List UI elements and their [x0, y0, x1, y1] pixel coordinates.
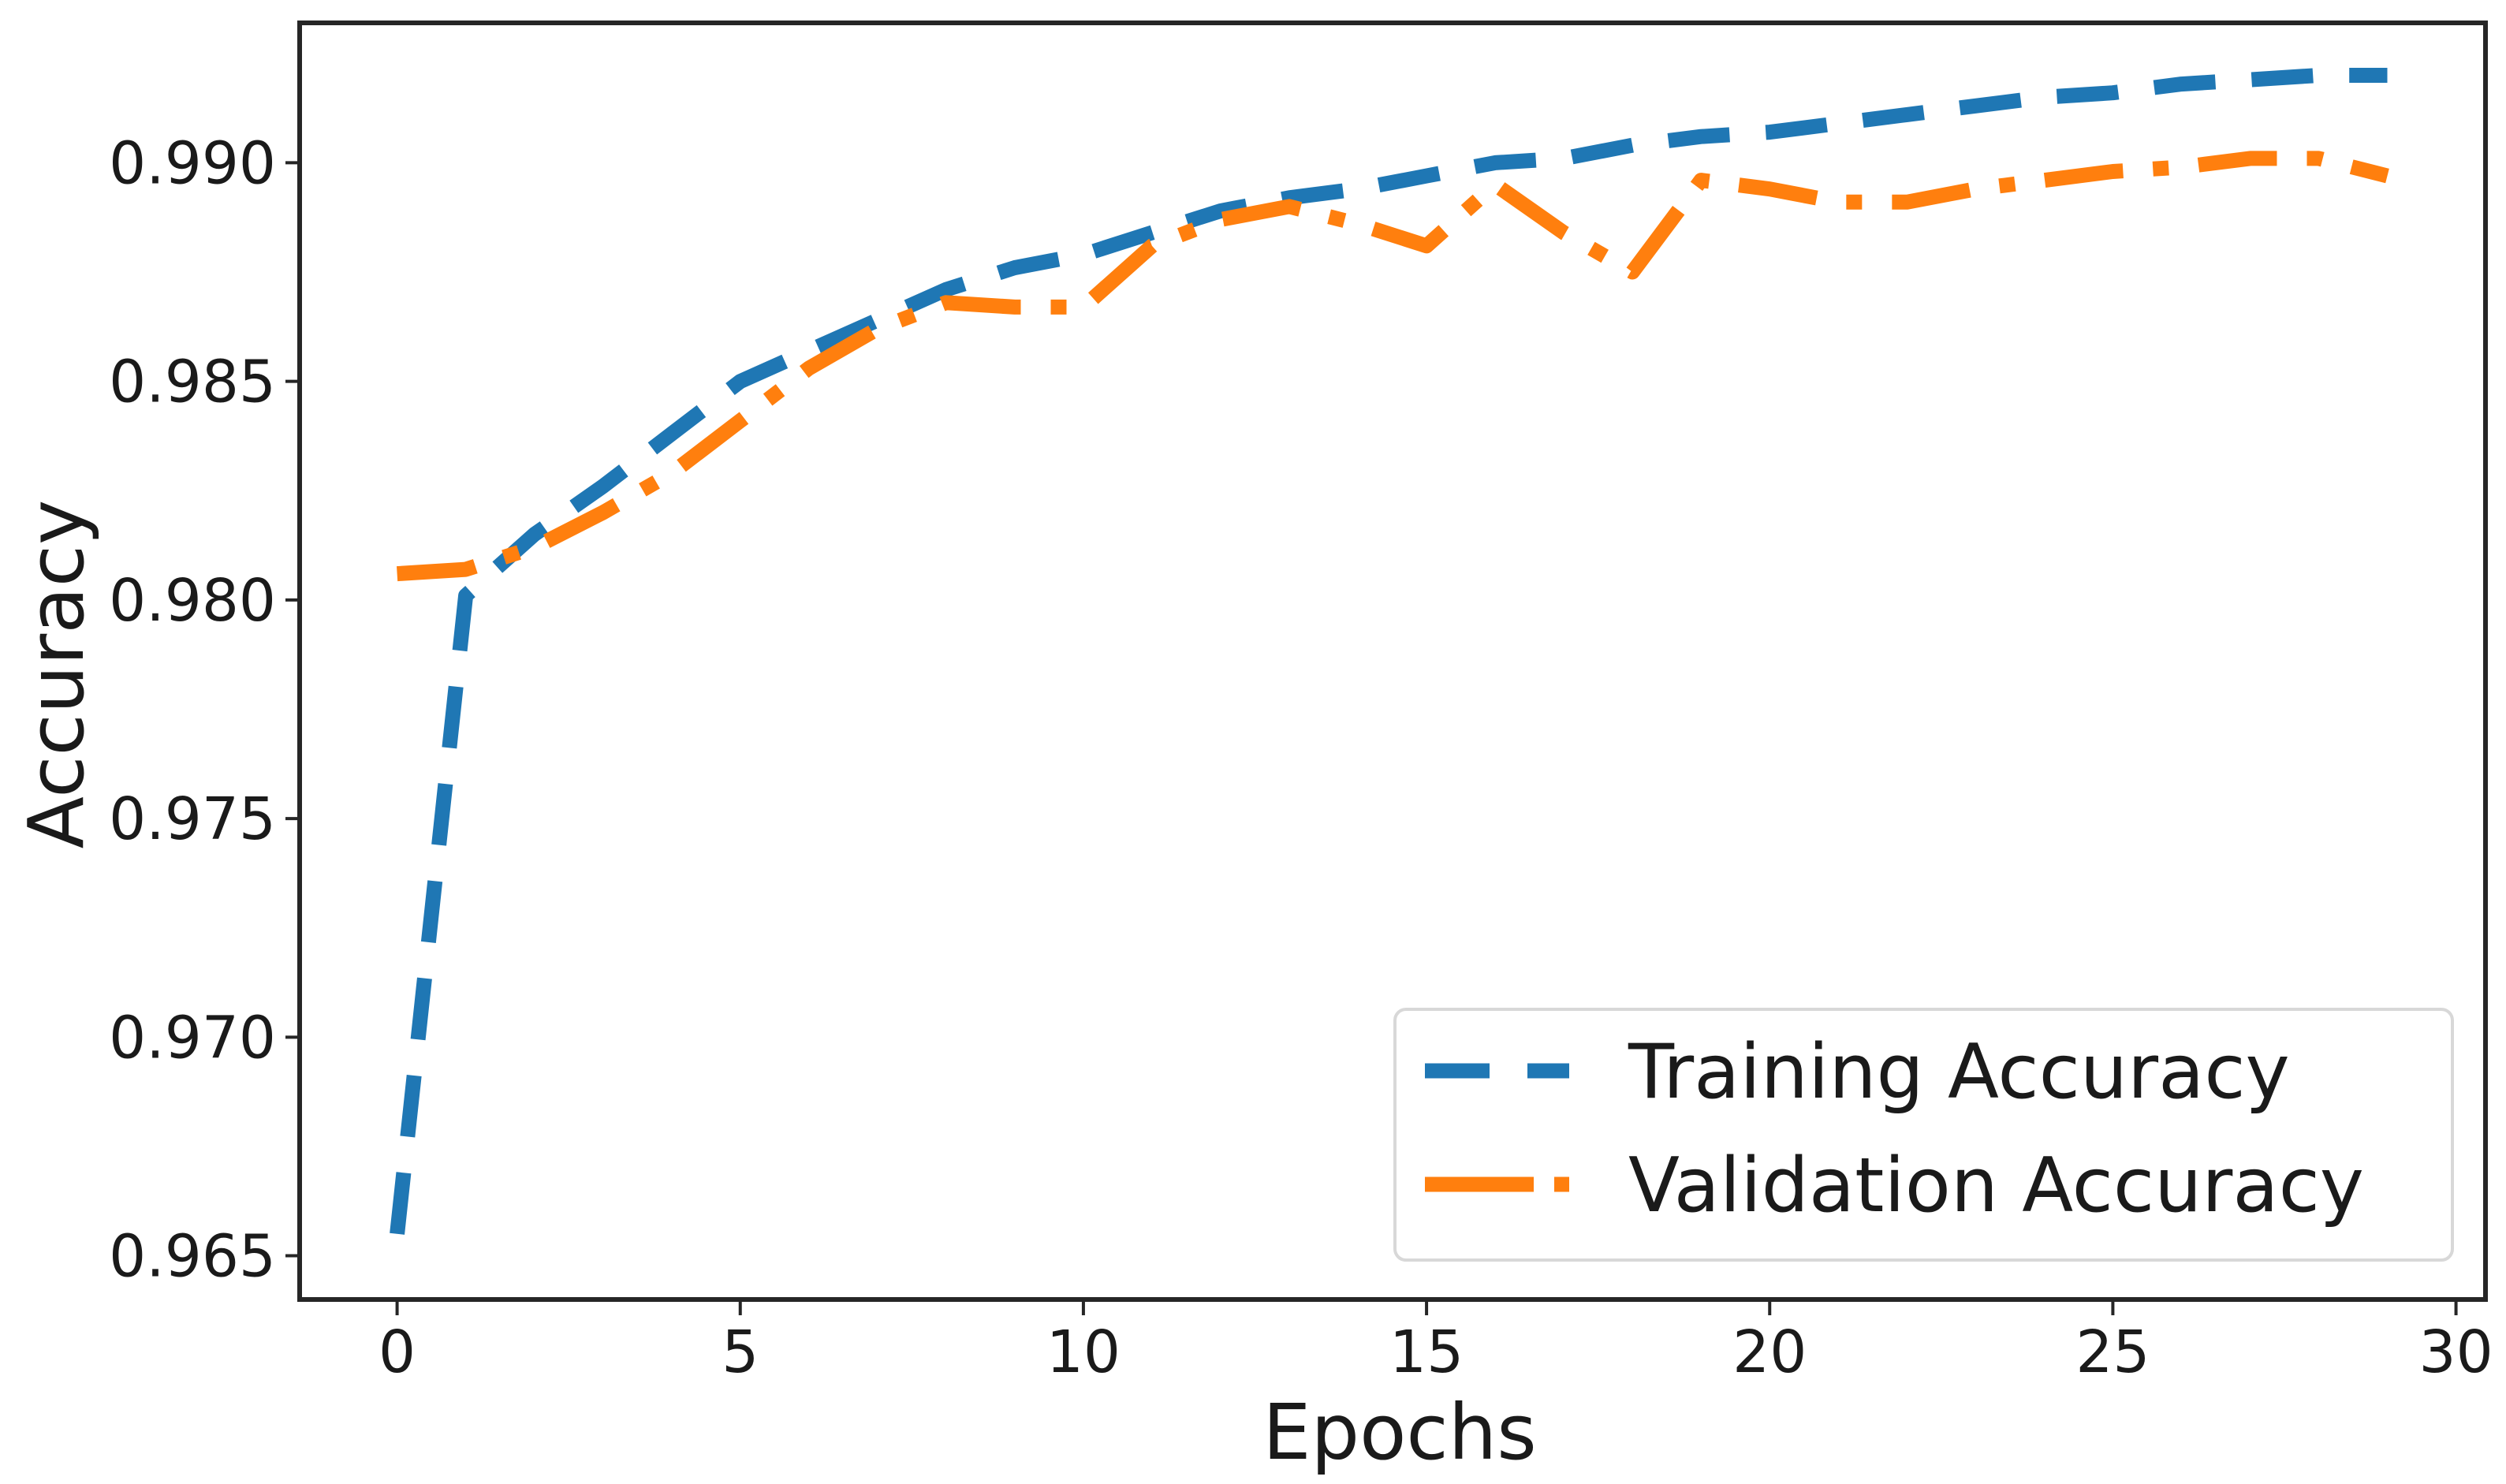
- legend-frame: [1393, 1008, 2454, 1262]
- legend-label-validation: Validation Accuracy: [1628, 1143, 2364, 1229]
- x-tick-label: 30: [2418, 1318, 2493, 1386]
- x-tick-label: 15: [1389, 1318, 1464, 1386]
- y-tick-label: 0.965: [109, 1223, 276, 1291]
- plot-area: [297, 21, 2488, 1302]
- training-accuracy-line: [390, 68, 2388, 1235]
- validation-accuracy-line: [397, 151, 2389, 582]
- x-tick-label: 0: [379, 1318, 416, 1386]
- y-tick-label: 0.990: [109, 129, 276, 197]
- x-axis-ticks: 0 5 10 15 20 25 30: [379, 1299, 2493, 1386]
- y-axis-ticks: 0.965 0.970 0.975 0.980 0.985 0.990: [109, 129, 300, 1291]
- x-tick-label: 20: [1732, 1318, 1807, 1386]
- y-tick-label: 0.970: [109, 1004, 276, 1072]
- y-tick-label: 0.980: [109, 567, 276, 635]
- x-tick-label: 10: [1046, 1318, 1121, 1386]
- x-tick-label: 25: [2075, 1318, 2150, 1386]
- legend: Training Accuracy Validation Accuracy: [1393, 1008, 2454, 1262]
- y-tick-label: 0.975: [109, 785, 276, 853]
- y-tick-label: 0.985: [109, 349, 276, 416]
- y-axis-label: Accuracy: [12, 500, 101, 849]
- x-axis-label: Epochs: [1262, 1388, 1537, 1477]
- legend-label-training: Training Accuracy: [1628, 1029, 2290, 1116]
- series-lines: [390, 68, 2389, 1235]
- x-tick-label: 5: [722, 1318, 759, 1386]
